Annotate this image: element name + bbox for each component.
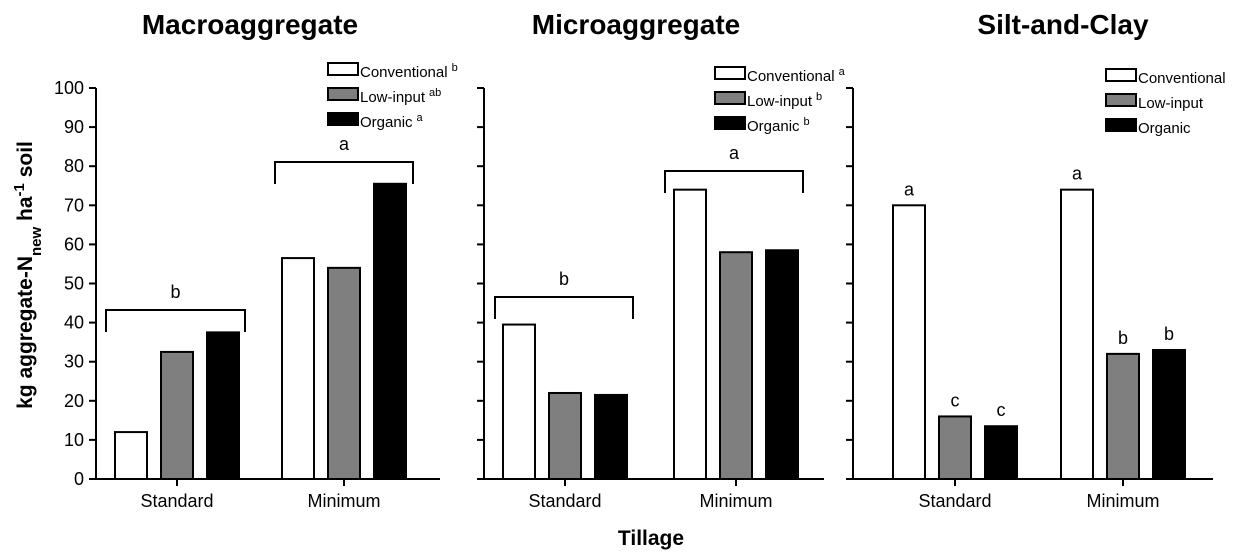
bar (548, 391, 582, 481)
legend-series-name: Conventional (1138, 70, 1226, 87)
group-letter-label: a (339, 134, 350, 154)
y-tick-label: 90 (64, 117, 84, 137)
bar-letter-label: c (997, 400, 1006, 420)
y-axis-label-part: soil (14, 141, 37, 183)
y-tick-label: 20 (64, 391, 84, 411)
legend-label: Organic a (360, 112, 424, 131)
legend-label: Conventional (1138, 70, 1226, 87)
x-tick-label: Standard (918, 491, 991, 511)
legend-swatch (714, 116, 746, 130)
bar-letter-label: b (1164, 324, 1174, 344)
group-bracket (664, 170, 804, 193)
bar (373, 182, 407, 480)
y-tick-label: 0 (74, 469, 84, 489)
y-tick-label: 70 (64, 195, 84, 215)
panel-title: Macroaggregate (142, 9, 358, 40)
bar (206, 331, 240, 480)
bar (594, 393, 628, 480)
x-axis-label: Tillage (618, 527, 684, 550)
bar (938, 415, 972, 481)
bar (673, 188, 707, 480)
bar (502, 323, 536, 480)
bar (160, 350, 194, 480)
legend-series-name: Organic (360, 114, 413, 131)
y-axis-label: kg aggregate-Nnew ha-1 soil (11, 141, 45, 409)
panel-title: Microaggregate (532, 9, 741, 40)
bar-letter-label: a (904, 179, 915, 199)
legend-label: Low-input ab (360, 87, 441, 106)
group-bracket (494, 296, 634, 319)
bar (984, 425, 1018, 480)
x-tick-label: Standard (528, 491, 601, 511)
legend-label: Low-input b (747, 91, 822, 110)
group-letter-label: b (559, 269, 569, 289)
legend-swatch (327, 62, 359, 76)
y-axis-label-part: -1 (11, 183, 28, 196)
x-tick-label: Minimum (307, 491, 380, 511)
bar (892, 204, 926, 481)
legend-series-name: Low-input (360, 89, 426, 106)
legend-label: Low-input (1138, 95, 1204, 112)
legend-series-letter: b (816, 91, 822, 103)
legend-swatch (714, 66, 746, 80)
group-letter-label: b (170, 282, 180, 302)
legend-series-name: Conventional (360, 64, 448, 81)
legend-series-name: Conventional (747, 68, 835, 85)
bar-letter-label: c (951, 390, 960, 410)
legend-series-letter: a (417, 112, 424, 124)
legend-swatch (327, 87, 359, 101)
legend-label: Conventional b (360, 62, 458, 81)
x-tick-label: Minimum (1086, 491, 1159, 511)
bar (281, 257, 315, 480)
bar (1106, 352, 1140, 481)
y-tick-label: 50 (64, 274, 84, 294)
legend-swatch (1105, 68, 1137, 82)
legend-label: Organic (1138, 120, 1191, 137)
bar (327, 266, 361, 480)
legend-series-letter: ab (429, 87, 441, 99)
bar (719, 251, 753, 480)
legend-series-letter: a (839, 66, 846, 78)
y-axis-label-part: new (28, 227, 45, 257)
group-letter-label: a (729, 143, 740, 163)
y-tick-label: 30 (64, 352, 84, 372)
legend-label: Conventional a (747, 66, 846, 85)
y-tick-label: 60 (64, 234, 84, 254)
legend-swatch (714, 91, 746, 105)
panel-title: Silt-and-Clay (977, 9, 1149, 40)
group-bracket (105, 309, 246, 332)
y-axis-label-part: ha (14, 196, 37, 227)
bar (765, 249, 799, 480)
y-tick-label: 100 (54, 78, 84, 98)
bar-letter-label: a (1072, 164, 1083, 184)
legend-label: Organic b (747, 116, 810, 135)
legend-series-letter: b (804, 116, 810, 128)
bar (1060, 188, 1094, 480)
legend-series-name: Low-input (747, 93, 813, 110)
legend-swatch (1105, 93, 1137, 107)
y-axis-label-part: kg aggregate-N (14, 256, 37, 409)
y-tick-label: 10 (64, 430, 84, 450)
group-bracket (274, 161, 414, 184)
legend-series-name: Organic (1138, 120, 1191, 137)
bar (114, 431, 148, 480)
x-tick-label: Minimum (699, 491, 772, 511)
legend-swatch (327, 112, 359, 126)
bar-letter-label: b (1118, 328, 1128, 348)
y-tick-label: 80 (64, 156, 84, 176)
x-tick-label: Standard (140, 491, 213, 511)
legend-series-name: Low-input (1138, 95, 1204, 112)
y-tick-label: 40 (64, 313, 84, 333)
legend-swatch (1105, 118, 1137, 132)
legend-series-name: Organic (747, 118, 800, 135)
legend-series-letter: b (452, 62, 458, 74)
bar (1152, 348, 1186, 480)
